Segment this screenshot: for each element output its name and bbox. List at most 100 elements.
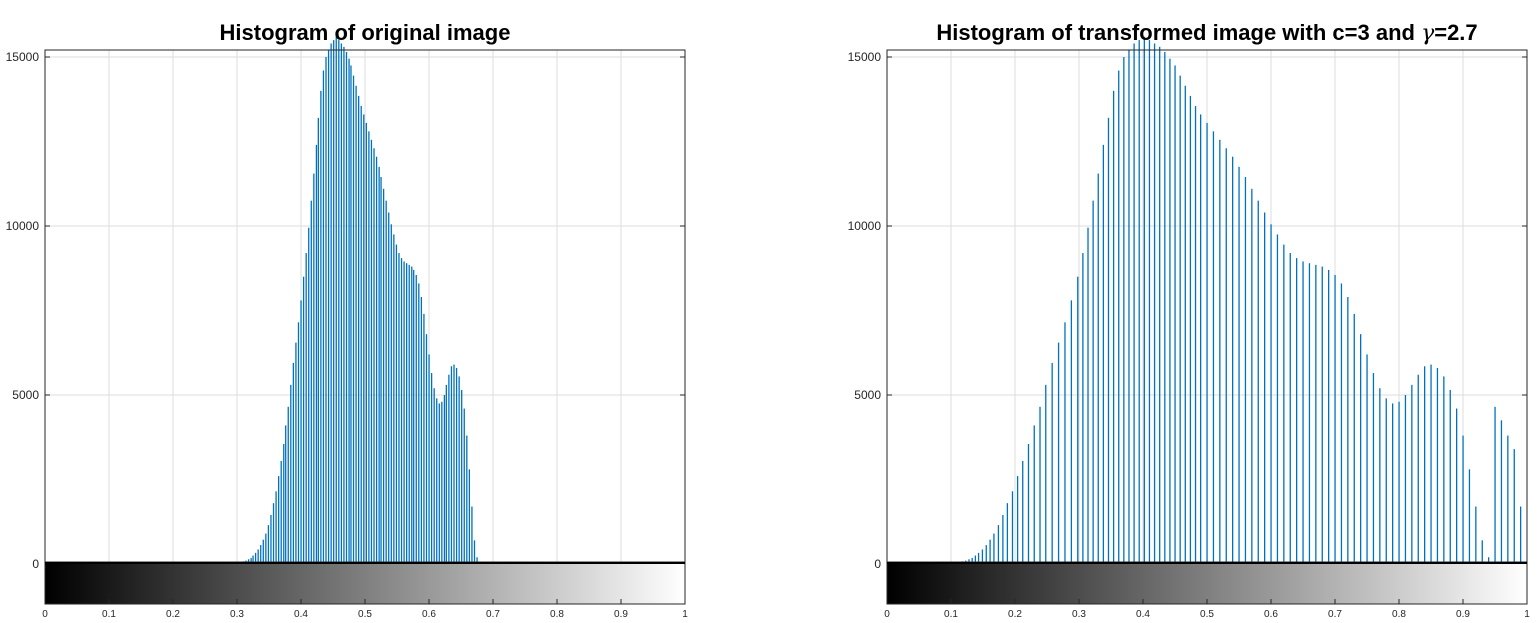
histogram-bar [1456, 408, 1458, 564]
histogram-bar [1097, 173, 1099, 565]
histogram-bar [411, 266, 413, 564]
histogram-bar [378, 166, 380, 564]
histogram-bar [1270, 224, 1272, 564]
histogram-bar [1353, 313, 1355, 564]
x-tick-label: 0.5 [358, 609, 372, 620]
histogram-bar [262, 539, 264, 564]
x-axis-ticks: 0 0.1 0.2 0.3 0.4 0.5 0.6 0.7 0.8 0.9 1 [884, 599, 1530, 620]
histogram-bar [1027, 444, 1030, 564]
histogram-bar [388, 212, 390, 565]
y-tick-label: 10000 [848, 219, 882, 233]
histogram-bar [320, 90, 322, 565]
histogram-bar [300, 300, 302, 564]
y-tick-label: 0 [874, 557, 881, 571]
histogram-bars [958, 36, 1522, 565]
histogram-bar [1302, 261, 1304, 564]
histogram-bar [1164, 51, 1166, 565]
histogram-bar [1392, 403, 1394, 564]
histogram-bar [1417, 374, 1419, 564]
histogram-bar [468, 469, 471, 564]
histogram-bar [1148, 40, 1151, 565]
histogram-bar [438, 403, 440, 564]
chart-title: Histogram of transformed image with c=3 … [936, 20, 1477, 46]
histogram-bar [345, 51, 348, 565]
histogram-bar [1315, 264, 1317, 564]
x-tick-label: 0.4 [294, 609, 308, 620]
histogram-bar [406, 263, 408, 564]
histogram-bar [413, 269, 415, 564]
colorbar [44, 561, 686, 605]
histogram-bar [370, 139, 373, 564]
histogram-bar [1436, 367, 1439, 564]
histogram-bar [333, 40, 335, 565]
histogram-bar [1251, 188, 1253, 564]
histogram-bar [461, 389, 463, 564]
histogram-bar [254, 552, 257, 564]
chart-title-gamma: γ [1421, 21, 1435, 46]
histogram-bar [1347, 296, 1349, 564]
histogram-bar [1481, 540, 1483, 564]
histogram-bar [390, 224, 392, 564]
histogram-bar [1404, 395, 1407, 564]
x-tick-label: 0.1 [944, 609, 958, 620]
chart-title-main: Histogram of transformed image with c=3 … [936, 20, 1421, 45]
histogram-bar [428, 354, 430, 564]
histogram-bar [1002, 514, 1004, 564]
histogram-bar [433, 388, 435, 564]
histogram-bar [1153, 43, 1156, 565]
histogram-bar [1257, 200, 1259, 564]
grid-lines [45, 50, 685, 564]
histogram-bar [360, 106, 362, 564]
histogram-bar [458, 376, 460, 564]
histogram-bar [1225, 148, 1227, 564]
histogram-bar [1430, 364, 1432, 564]
histogram-bar [974, 555, 977, 564]
histogram-bar [430, 373, 433, 564]
histogram-bar [297, 322, 300, 564]
x-tick-label: 0.7 [1328, 609, 1342, 620]
histogram-bar [977, 552, 980, 564]
histogram-bar [1468, 469, 1471, 564]
histogram-bar [448, 374, 450, 564]
histogram-bar [1022, 460, 1024, 564]
histogram-bar [1321, 266, 1323, 564]
histogram-bar [466, 435, 468, 564]
histogram-bar [450, 366, 453, 564]
histogram-bar [1507, 435, 1509, 564]
histogram-bar [343, 46, 345, 565]
histogram-bar [408, 264, 410, 564]
histogram-bar [425, 334, 428, 564]
histogram-bar [257, 549, 259, 564]
histogram-bar [305, 253, 307, 565]
histogram-bar [1334, 275, 1336, 564]
histogram-bar [1174, 65, 1176, 564]
histogram-bar [1513, 449, 1515, 564]
histogram-bar [330, 43, 332, 565]
histogram-bar [283, 444, 285, 564]
x-axis-ticks: 0 0.1 0.2 0.3 0.4 0.5 0.6 0.7 0.8 0.9 1 [42, 599, 688, 620]
histogram-bar [993, 533, 995, 564]
histogram-bar [1411, 384, 1413, 564]
histogram-bar [441, 401, 443, 564]
histogram-bar [1296, 258, 1298, 564]
histogram-bar [1189, 95, 1192, 565]
histogram-bar [423, 313, 425, 564]
histogram-bar [315, 144, 318, 564]
histogram-bar [1051, 362, 1053, 564]
histogram-bar [252, 555, 254, 564]
histogram-bar [1308, 263, 1311, 564]
histogram-bar [278, 476, 280, 564]
x-tick-label: 0 [42, 609, 48, 620]
y-axis-ticks: 0 5000 10000 15000 [848, 50, 1527, 571]
histogram-bar [1200, 114, 1202, 565]
histogram-bar [393, 234, 395, 564]
histogram-bar [455, 367, 458, 564]
histogram-bar [463, 408, 465, 564]
histogram-bar [400, 258, 403, 564]
histogram-bar [382, 188, 385, 564]
histogram-bar [997, 525, 1000, 564]
histogram-bar [327, 50, 330, 565]
histogram-bar [1289, 253, 1291, 565]
histogram-bar [1340, 283, 1343, 564]
histogram-bar [1107, 117, 1110, 564]
